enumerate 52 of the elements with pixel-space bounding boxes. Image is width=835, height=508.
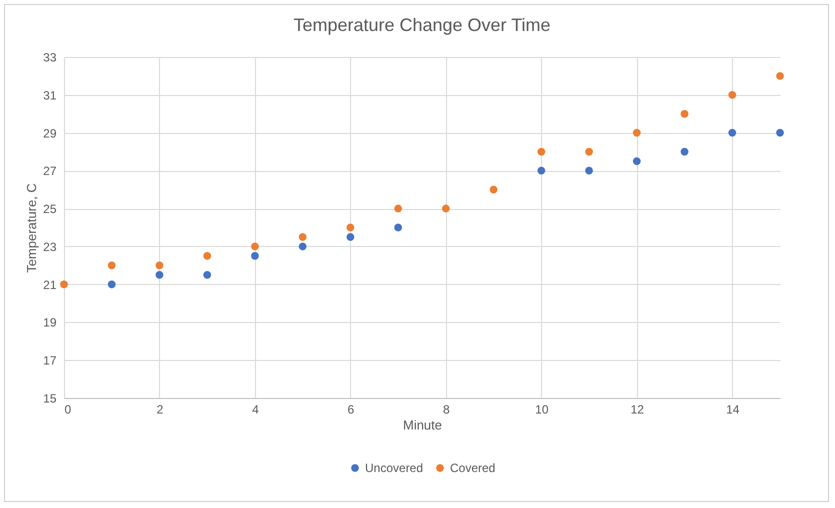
point bbox=[632, 157, 641, 166]
point bbox=[585, 148, 593, 156]
point bbox=[680, 110, 688, 118]
x-tick-label: 6 bbox=[348, 402, 355, 416]
x-tick-label: 0 bbox=[64, 402, 72, 416]
point bbox=[585, 166, 593, 175]
point bbox=[680, 148, 688, 156]
point bbox=[251, 252, 259, 260]
x-axis-title: Minute bbox=[402, 418, 442, 432]
y-tick-label: 27 bbox=[43, 164, 57, 178]
point bbox=[394, 204, 402, 212]
point bbox=[728, 91, 736, 99]
point bbox=[632, 128, 641, 137]
point bbox=[490, 186, 498, 194]
x-tick-label: 10 bbox=[535, 402, 549, 416]
point bbox=[108, 262, 116, 270]
point bbox=[108, 280, 116, 288]
point bbox=[156, 270, 164, 279]
y-tick-label: 19 bbox=[43, 316, 57, 330]
y-tick-label: 31 bbox=[43, 88, 57, 102]
point bbox=[776, 128, 784, 137]
y-tick-label: 21 bbox=[43, 278, 57, 292]
point bbox=[537, 166, 546, 175]
point bbox=[251, 242, 259, 250]
x-tick-label: 4 bbox=[252, 402, 260, 416]
y-tick-label: 17 bbox=[43, 354, 57, 368]
x-tick-label: 2 bbox=[156, 402, 164, 416]
chart-title: Temperature Change Over Time bbox=[293, 15, 551, 35]
y-tick-label: 33 bbox=[43, 50, 57, 64]
point bbox=[394, 224, 402, 232]
point bbox=[203, 270, 212, 279]
point bbox=[298, 242, 307, 250]
point bbox=[298, 233, 307, 241]
point bbox=[728, 128, 736, 137]
point bbox=[442, 204, 450, 212]
y-tick-label: 25 bbox=[43, 202, 57, 216]
y-tick-label: 15 bbox=[43, 392, 57, 406]
point bbox=[537, 148, 546, 156]
point bbox=[346, 233, 354, 241]
x-tick-label: 12 bbox=[630, 402, 644, 416]
legend-label: Uncovered bbox=[365, 461, 424, 475]
point bbox=[346, 224, 354, 232]
y-tick-label: 23 bbox=[43, 240, 57, 254]
legend-label: Covered bbox=[450, 461, 496, 475]
y-tick-label: 29 bbox=[43, 126, 57, 140]
x-tick-label: 14 bbox=[726, 402, 740, 416]
y-axis-title: Temperature, C bbox=[24, 183, 40, 273]
point bbox=[156, 262, 164, 270]
point bbox=[203, 252, 212, 260]
x-tick-label: 8 bbox=[443, 402, 450, 416]
point bbox=[60, 280, 68, 288]
point bbox=[776, 72, 784, 80]
